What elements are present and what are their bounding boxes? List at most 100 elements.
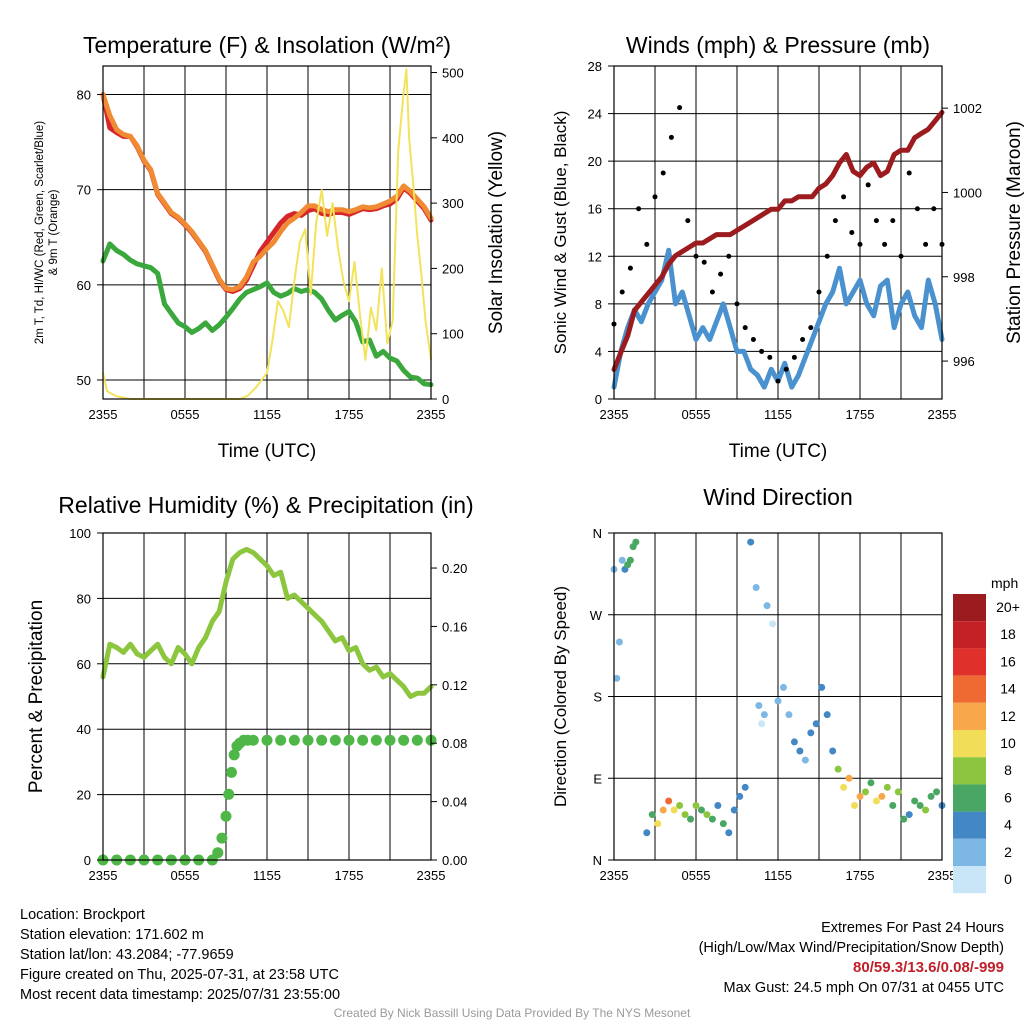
direction-point: [779, 683, 787, 691]
y-tick-label: N: [593, 853, 602, 868]
y-tick-label: 0: [84, 853, 91, 868]
series-point-2: [898, 253, 904, 259]
y-axis-label: Sonic Wind & Gust (Blue, Black): [551, 111, 570, 355]
y-tick-label-right: 0.12: [442, 678, 467, 693]
direction-point: [654, 820, 662, 828]
colorbar-label: 4: [1004, 817, 1012, 833]
direction-point: [834, 765, 842, 773]
x-tick-label: 2355: [600, 407, 629, 422]
x-tick-label: 2355: [928, 407, 957, 422]
direction-point: [648, 811, 656, 819]
y-tick-label-right: 500: [442, 66, 464, 81]
y-tick-label-right: 0.16: [442, 619, 467, 634]
y-tick-label: 80: [77, 88, 91, 103]
series-point-2: [701, 259, 707, 265]
x-tick-label: 1155: [253, 407, 281, 422]
direction-point: [774, 697, 782, 705]
series-point-2: [808, 325, 814, 331]
series-point-2: [824, 253, 830, 259]
series-point-2: [800, 337, 806, 343]
colorbar-swatch: [953, 811, 986, 839]
series-point-2: [228, 749, 240, 761]
x-tick-label: 1755: [335, 407, 364, 422]
x-tick-label: 1155: [764, 407, 792, 422]
y-tick-label: 60: [77, 657, 91, 672]
direction-point: [755, 702, 763, 710]
direction-point: [615, 638, 623, 646]
colorbar-swatch: [953, 702, 986, 730]
series-point-2: [849, 230, 855, 235]
series-point-2: [216, 832, 228, 844]
y-tick-label: 20: [588, 154, 602, 169]
direction-point: [916, 802, 924, 809]
series-line-3: [100, 241, 434, 388]
y-axis-label-right: Solar Insolation (Yellow): [486, 131, 507, 334]
direction-point: [851, 802, 859, 809]
direction-point: [900, 815, 908, 823]
y-tick-label-right: 300: [442, 196, 464, 211]
latlon-text: Station lat/lon: 43.2084; -77.9659: [20, 947, 234, 963]
x-tick-label: 2355: [89, 868, 118, 883]
credit-text: Created By Nick Bassill Using Data Provi…: [333, 1006, 691, 1020]
chart-panel-1: 2355 0555 1155 1755 2355 50 60 70 80 0 100 200 300 40…: [34, 32, 507, 462]
colorbar-swatch: [953, 621, 986, 649]
extremes-title: Extremes For Past 24 Hours: [821, 920, 1004, 936]
y-axis-label-right: Station Pressure (Maroon): [1004, 121, 1024, 344]
direction-point: [681, 811, 689, 819]
y-axis-label: Direction (Colored By Speed): [551, 586, 570, 807]
direction-point: [823, 711, 831, 719]
x-tick-label: 2355: [600, 868, 629, 883]
direction-point: [894, 788, 902, 796]
x-tick-label: 2355: [928, 868, 957, 883]
direction-point: [807, 729, 815, 737]
series-point-2: [718, 271, 724, 277]
series-point-2: [906, 170, 912, 176]
direction-point: [719, 820, 727, 828]
direction-point: [927, 792, 935, 800]
series-point-2: [247, 734, 259, 746]
direction-point: [714, 802, 722, 809]
series-point-2: [931, 206, 937, 212]
direction-point: [708, 815, 716, 823]
y-tick-label: 24: [588, 107, 602, 122]
y-tick-label-right: 0.04: [442, 795, 467, 810]
series-point-2: [914, 206, 920, 212]
direction-point: [643, 829, 651, 837]
direction-point: [801, 756, 809, 764]
x-tick-label: 2355: [417, 868, 446, 883]
direction-point: [676, 802, 684, 809]
colorbar-swatch: [953, 838, 986, 866]
series-point-2: [627, 265, 633, 271]
series-point-2: [775, 378, 781, 384]
series-point-2: [668, 134, 674, 140]
colorbar-label: 6: [1004, 789, 1012, 805]
plot-frame: [613, 65, 943, 400]
series-point-2: [370, 734, 382, 746]
y-tick-label-right: 998: [953, 270, 975, 285]
x-tick-label: 0555: [682, 407, 711, 422]
colorbar-label: 10: [1000, 735, 1016, 751]
direction-point: [632, 538, 640, 546]
direction-point: [878, 792, 886, 800]
colorbar-label: 0: [1004, 871, 1012, 887]
y-tick-label: W: [590, 608, 603, 623]
direction-point: [697, 806, 705, 814]
y-tick-label: 60: [77, 278, 91, 293]
colorbar-swatch: [953, 675, 986, 703]
series-point-2: [223, 788, 235, 800]
extremes-values: 80/59.3/13.6/0.08/-999: [853, 959, 1004, 976]
series-point-2: [693, 253, 699, 259]
colorbar-label: 8: [1004, 762, 1012, 778]
series-point-2: [329, 734, 341, 746]
recent-text: Most recent data timestamp: 2025/07/31 2…: [20, 987, 341, 1003]
direction-point: [856, 792, 864, 800]
y-tick-label-right: 100: [442, 327, 464, 342]
colorbar-label: 20+: [996, 599, 1020, 615]
x-axis-label: Time (UTC): [218, 441, 317, 462]
colorbar-label: 18: [1000, 626, 1016, 642]
x-tick-label: 2355: [417, 407, 446, 422]
direction-point: [812, 720, 820, 728]
y-tick-label: 100: [69, 526, 91, 541]
y-tick-label: 0: [595, 392, 602, 407]
y-tick-label-right: 1002: [953, 101, 982, 116]
